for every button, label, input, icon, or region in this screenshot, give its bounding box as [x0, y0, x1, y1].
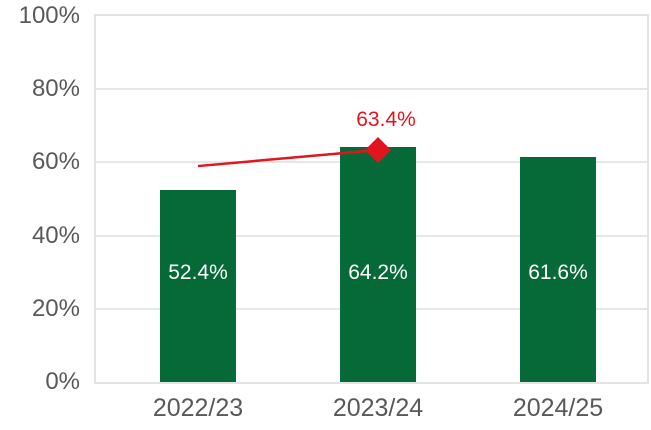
y-axis-tick-label-40: 40% [31, 221, 80, 249]
bar-data-label: 64.2% [348, 261, 408, 284]
x-axis-label-2023-24: 2023/24 [332, 394, 424, 422]
x-axis-label-2022-23: 2022/23 [152, 394, 244, 422]
y-axis-tick-label-100: 100% [18, 2, 80, 29]
line-series-overlay [197, 136, 391, 168]
x-axis-label-2024-25: 2024/25 [512, 394, 604, 422]
bar-2023-24 [340, 147, 416, 382]
trend-line [197, 148, 379, 168]
y-axis-tick-label-80: 80% [31, 75, 80, 103]
y-axis-tick-label-60: 60% [31, 148, 80, 176]
plot-area: 52.4% 64.2% 61.6% 63.4% [94, 14, 649, 384]
diamond-marker [365, 136, 391, 163]
bar-2022-23 [160, 190, 236, 382]
line-point-data-label: 63.4% [356, 107, 416, 131]
bar-data-label: 52.4% [168, 261, 228, 284]
gridline-80-percent [96, 88, 647, 91]
bar-2024-25 [520, 156, 596, 382]
y-axis-tick-label-0: 0% [45, 368, 80, 395]
bar-data-label: 61.6% [528, 261, 588, 284]
y-axis-tick-label-20: 20% [31, 294, 80, 322]
